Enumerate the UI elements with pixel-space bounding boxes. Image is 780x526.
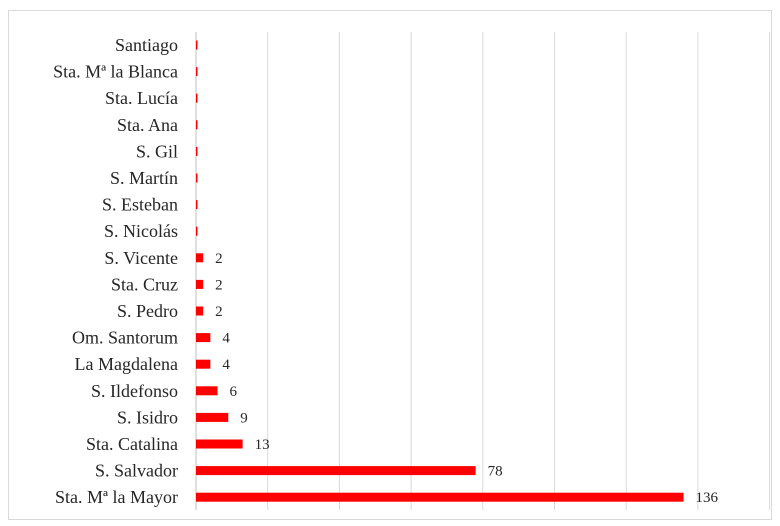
data-label: 4 — [222, 331, 230, 347]
data-label: 6 — [230, 384, 238, 400]
category-label: Sta. Ana — [117, 115, 178, 135]
chart-frame — [8, 10, 772, 520]
data-label: 4 — [222, 357, 230, 373]
category-label: S. Vicente — [104, 248, 178, 268]
bar — [196, 253, 204, 263]
category-label: Sta. Mª la Mayor — [55, 487, 178, 507]
data-label: 2 — [215, 277, 223, 293]
category-label: S. Esteban — [102, 195, 178, 215]
category-label: Santiago — [115, 35, 178, 55]
category-label: Om. Santorum — [72, 328, 178, 348]
bar — [196, 173, 198, 183]
bar — [196, 466, 476, 476]
bar — [196, 333, 211, 343]
category-label: Sta. Catalina — [86, 434, 178, 454]
bar — [196, 306, 204, 316]
category-label: Sta. Mª la Blanca — [53, 62, 178, 82]
bar — [196, 492, 684, 502]
category-label: S. Salvador — [95, 461, 178, 481]
category-label: Sta. Lucía — [105, 88, 178, 108]
category-label: S. Isidro — [117, 407, 178, 427]
bar — [196, 120, 198, 130]
bar — [196, 359, 211, 369]
category-label: S. Ildefonso — [91, 381, 178, 401]
data-label: 2 — [215, 304, 223, 320]
bar — [196, 93, 198, 103]
bar — [196, 146, 198, 156]
category-label: Sta. Cruz — [111, 274, 178, 294]
bar — [196, 200, 198, 210]
bars — [196, 40, 684, 502]
data-label: 2 — [215, 251, 223, 267]
bar — [196, 439, 243, 449]
category-label: La Magdalena — [75, 354, 178, 374]
category-labels: Santiago Sta. Mª la Blanca Sta. Lucía Sta. … — [53, 35, 178, 507]
data-label: 9 — [240, 410, 248, 426]
bar — [196, 386, 218, 396]
data-label: 78 — [488, 464, 503, 480]
category-label: S. Gil — [136, 141, 178, 161]
data-label: 13 — [255, 437, 270, 453]
bar — [196, 40, 198, 50]
category-label: S. Martín — [110, 168, 178, 188]
data-label: 136 — [696, 490, 719, 506]
bar — [196, 412, 229, 422]
bar — [196, 67, 198, 77]
bar — [196, 279, 204, 289]
category-label: S. Nicolás — [104, 221, 178, 241]
category-label: S. Pedro — [117, 301, 178, 321]
gridlines — [195, 32, 771, 510]
bar — [196, 226, 198, 236]
